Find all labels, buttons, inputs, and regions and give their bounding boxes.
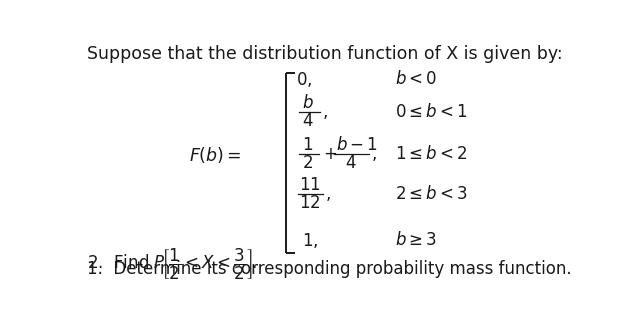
Text: $F(b) =$: $F(b) =$ — [189, 145, 242, 165]
Text: $4$: $4$ — [346, 154, 357, 172]
Text: Suppose that the distribution function of X is given by:: Suppose that the distribution function o… — [88, 45, 563, 63]
Text: $2 \leq b < 3$: $2 \leq b < 3$ — [395, 185, 468, 203]
Text: $1$: $1$ — [301, 136, 313, 154]
Text: $+$: $+$ — [323, 145, 337, 163]
Text: $0,$: $0,$ — [296, 70, 312, 88]
Text: $0 \leq b < 1$: $0 \leq b < 1$ — [395, 103, 468, 121]
Text: $1,$: $1,$ — [301, 231, 318, 250]
Text: $11$: $11$ — [299, 176, 321, 194]
Text: $b \geq 3$: $b \geq 3$ — [395, 231, 437, 250]
Text: $b$: $b$ — [301, 94, 314, 111]
Text: $,$: $,$ — [324, 185, 330, 203]
Text: $,$: $,$ — [371, 145, 377, 163]
Text: $1 \leq b < 2$: $1 \leq b < 2$ — [395, 145, 468, 163]
Text: $b-1$: $b-1$ — [337, 136, 378, 154]
Text: $b < 0$: $b < 0$ — [395, 70, 437, 88]
Text: 1.  Determine its corresponding probability mass function.: 1. Determine its corresponding probabili… — [88, 260, 572, 279]
Text: $4$: $4$ — [301, 111, 313, 130]
Text: $12$: $12$ — [299, 194, 320, 212]
Text: 2.  Find $P\!\left[\dfrac{1}{2} < X < \dfrac{3}{2}\right]\!.$: 2. Find $P\!\left[\dfrac{1}{2} < X < \df… — [88, 247, 257, 282]
Text: $2$: $2$ — [301, 154, 313, 172]
Text: $,$: $,$ — [321, 103, 327, 121]
